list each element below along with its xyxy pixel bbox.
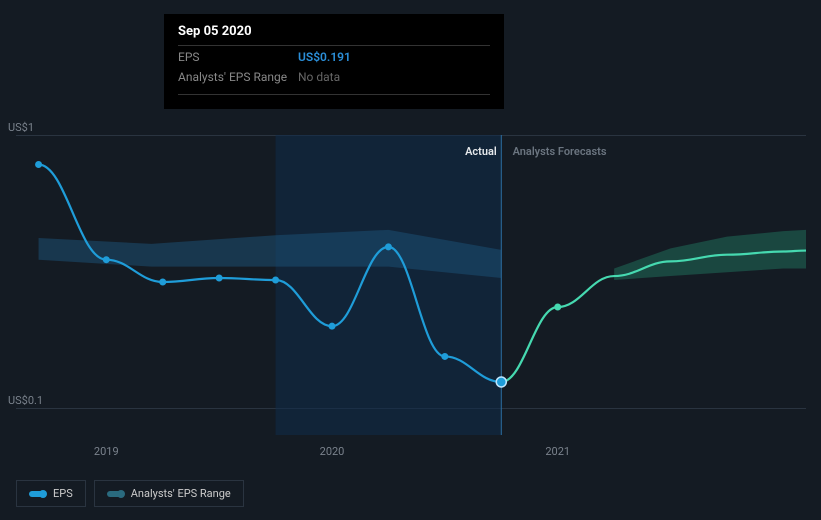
- x-tick-label: 2019: [94, 445, 119, 458]
- legend-label: Analysts' EPS Range: [131, 487, 231, 500]
- y-tick-label: US$1: [8, 121, 34, 134]
- tooltip-date: Sep 05 2020: [178, 24, 490, 46]
- segment-label-forecast: Analysts Forecasts: [513, 145, 607, 158]
- legend-item-range[interactable]: Analysts' EPS Range: [94, 480, 244, 507]
- tooltip-value: No data: [298, 70, 340, 84]
- x-tick-label: 2021: [545, 445, 570, 458]
- x-axis: 2019 2020 2021: [16, 445, 806, 465]
- tooltip-value: US$0.191: [298, 50, 351, 64]
- eps-chart[interactable]: [16, 135, 806, 435]
- tooltip-label: Analysts' EPS Range: [178, 70, 298, 84]
- tooltip: Sep 05 2020 EPS US$0.191 Analysts' EPS R…: [164, 14, 504, 109]
- tooltip-row-range: Analysts' EPS Range No data: [178, 66, 490, 86]
- segment-label-actual: Actual: [465, 145, 497, 158]
- tooltip-divider: [178, 94, 490, 95]
- tooltip-row-eps: EPS US$0.191: [178, 46, 490, 66]
- legend-label: EPS: [53, 487, 73, 500]
- x-tick-label: 2020: [320, 445, 345, 458]
- legend: EPS Analysts' EPS Range: [16, 480, 244, 507]
- legend-swatch-icon: [107, 491, 123, 497]
- tooltip-label: EPS: [178, 50, 298, 64]
- legend-swatch-icon: [29, 491, 45, 497]
- legend-item-eps[interactable]: EPS: [16, 480, 86, 507]
